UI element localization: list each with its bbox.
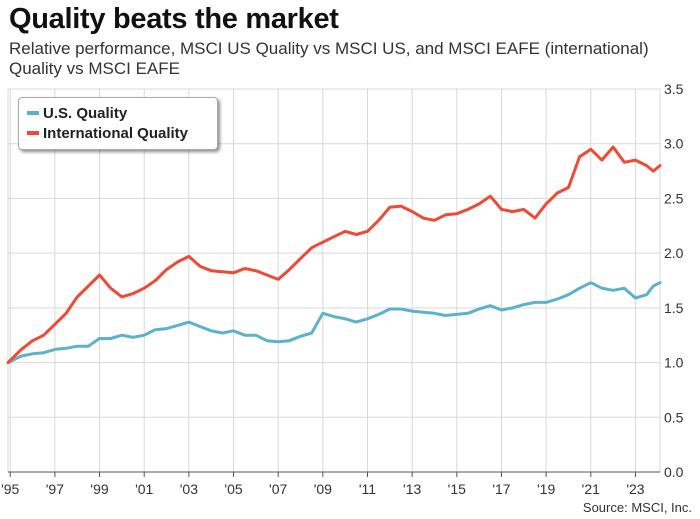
x-tick-label: '05 xyxy=(224,481,242,497)
legend-label-international: International Quality xyxy=(43,124,189,142)
x-tick-label: '23 xyxy=(626,481,644,497)
y-axis: 0.0 0.5 1.0 1.5 2.0 2.5 3.0 3.5 xyxy=(664,81,684,480)
x-tick-label: '11 xyxy=(359,481,376,497)
source-note: Source: MSCI, Inc. xyxy=(582,500,692,515)
x-tick-label: '95 xyxy=(1,481,19,497)
legend-swatch-international xyxy=(27,131,39,135)
x-tick-label: '01 xyxy=(135,481,153,497)
series-lines xyxy=(6,145,662,365)
x-tick-label: '99 xyxy=(90,481,108,497)
x-axis: '95 '97 '99 '01 '03 '05 '07 '09 '11 '13 '15 '17 '19 '… xyxy=(1,471,660,497)
legend-item-us: U.S. Quality xyxy=(27,103,127,123)
x-tick-label: '03 xyxy=(180,481,198,497)
x-tick-label: '17 xyxy=(492,481,510,497)
y-tick-label: 2.0 xyxy=(664,245,684,261)
x-tick-label: '19 xyxy=(537,481,555,497)
series-line-international-quality xyxy=(6,145,662,365)
x-tick-label: '09 xyxy=(314,481,332,497)
x-tick-label: '13 xyxy=(403,481,421,497)
legend-label-us: U.S. Quality xyxy=(43,104,128,122)
series-line-us-quality xyxy=(6,281,662,365)
chart-subtitle: Relative performance, MSCI US Quality vs… xyxy=(9,39,649,78)
x-tick-label: '07 xyxy=(269,481,287,497)
x-tick-label: '97 xyxy=(46,481,64,497)
chart-title: Quality beats the market xyxy=(9,3,339,35)
y-tick-label: 1.0 xyxy=(664,355,684,371)
y-tick-label: 0.5 xyxy=(664,409,684,425)
x-tick-label: '15 xyxy=(448,481,466,497)
chart-legend: U.S. Quality International Quality xyxy=(18,97,218,150)
y-tick-label: 0.0 xyxy=(664,464,684,480)
x-tick-label: '21 xyxy=(582,481,600,497)
y-tick-label: 2.5 xyxy=(664,190,684,206)
legend-swatch-us xyxy=(27,111,39,115)
y-tick-label: 1.5 xyxy=(664,300,684,316)
y-tick-label: 3.0 xyxy=(664,136,684,152)
legend-item-international: International Quality xyxy=(27,123,188,143)
y-tick-label: 3.5 xyxy=(664,81,684,97)
